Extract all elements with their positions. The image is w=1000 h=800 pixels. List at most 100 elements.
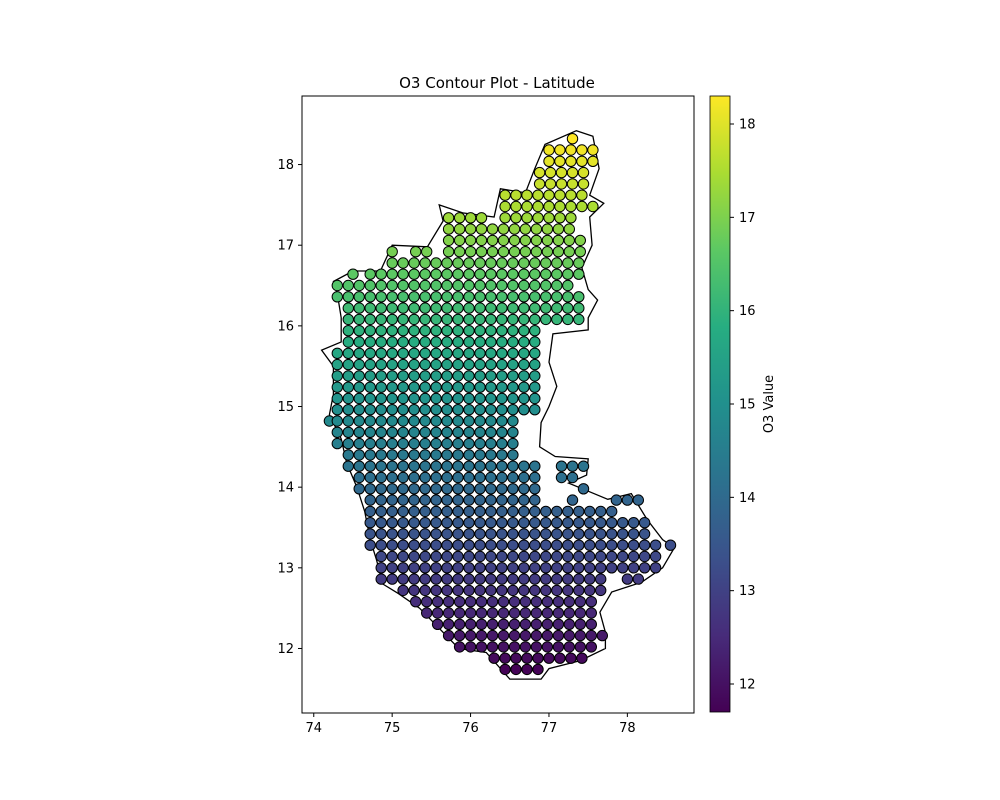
- data-point: [485, 291, 497, 303]
- data-point: [518, 347, 530, 359]
- data-point: [452, 449, 464, 461]
- data-point: [419, 257, 431, 269]
- data-point: [529, 404, 541, 416]
- data-point: [419, 381, 431, 393]
- data-point: [419, 392, 431, 405]
- data-point: [475, 596, 488, 608]
- data-point: [419, 494, 431, 506]
- data-point: [577, 483, 590, 495]
- data-point: [595, 505, 607, 518]
- colorbar-tick-label: 13: [739, 584, 756, 599]
- data-point: [574, 641, 586, 653]
- data-point: [464, 641, 477, 653]
- data-point: [364, 381, 376, 393]
- data-point: [408, 392, 420, 405]
- data-point: [488, 652, 500, 664]
- data-point: [485, 584, 497, 597]
- data-point: [649, 539, 662, 551]
- data-point: [408, 562, 420, 574]
- data-point: [441, 392, 453, 405]
- data-point: [453, 212, 466, 224]
- data-point: [464, 234, 477, 247]
- data-point: [364, 404, 376, 416]
- data-point: [496, 268, 508, 280]
- data-point: [562, 584, 574, 597]
- data-point: [430, 550, 442, 563]
- data-point: [452, 437, 464, 450]
- data-point: [331, 347, 343, 359]
- data-point: [408, 426, 420, 438]
- data-point: [364, 392, 376, 405]
- data-point: [508, 234, 521, 247]
- data-point: [463, 392, 475, 405]
- data-point: [408, 336, 420, 348]
- data-point: [551, 505, 563, 518]
- data-point: [497, 629, 510, 642]
- data-point: [375, 381, 387, 393]
- data-point: [507, 584, 519, 597]
- data-point: [518, 313, 530, 326]
- data-point: [577, 178, 590, 190]
- data-point: [375, 483, 387, 495]
- data-point: [562, 257, 574, 269]
- data-point: [562, 302, 574, 314]
- data-point: [540, 562, 552, 574]
- data-point: [507, 573, 519, 585]
- data-point: [627, 539, 640, 551]
- data-point: [551, 313, 563, 326]
- data-point: [408, 460, 420, 472]
- data-point: [474, 573, 486, 585]
- data-point: [532, 652, 544, 664]
- y-tick-label: 16: [277, 319, 294, 334]
- data-point: [419, 415, 431, 427]
- data-point: [453, 607, 466, 619]
- data-point: [430, 370, 442, 382]
- data-point: [364, 347, 376, 359]
- data-point: [441, 528, 453, 540]
- data-point: [375, 302, 387, 314]
- data-point: [408, 517, 420, 529]
- data-point: [507, 291, 519, 303]
- data-point: [331, 279, 343, 292]
- data-point: [364, 336, 376, 348]
- data-point: [562, 505, 574, 518]
- data-point: [485, 358, 497, 371]
- data-point: [474, 313, 486, 326]
- data-point: [485, 449, 497, 461]
- colorbar-tick-label: 17: [739, 211, 756, 226]
- data-point: [475, 223, 488, 235]
- data-point: [331, 426, 343, 438]
- data-point: [563, 618, 575, 630]
- data-point: [463, 437, 475, 450]
- data-point: [375, 528, 387, 540]
- data-point: [507, 494, 519, 506]
- data-point: [408, 358, 420, 371]
- data-point: [386, 415, 398, 427]
- data-point: [452, 494, 464, 506]
- data-point: [574, 246, 586, 258]
- data-point: [375, 392, 387, 405]
- data-point: [584, 505, 596, 518]
- data-point: [551, 539, 563, 551]
- data-point: [617, 562, 629, 574]
- data-point: [463, 268, 475, 280]
- data-point: [529, 550, 541, 563]
- data-point: [507, 449, 519, 461]
- data-point: [595, 550, 607, 563]
- data-point: [632, 573, 644, 585]
- data-point: [463, 370, 475, 382]
- data-point: [518, 550, 530, 563]
- data-point: [364, 460, 376, 472]
- y-tick-label: 14: [277, 481, 294, 496]
- data-point: [595, 573, 607, 585]
- data-point: [518, 302, 530, 314]
- data-point: [474, 505, 486, 518]
- data-point: [353, 302, 365, 314]
- data-point: [485, 562, 497, 574]
- data-point: [364, 302, 376, 314]
- data-point: [585, 596, 597, 608]
- data-point: [441, 302, 453, 314]
- data-point: [508, 246, 521, 258]
- data-point: [364, 313, 376, 326]
- data-point: [555, 166, 568, 179]
